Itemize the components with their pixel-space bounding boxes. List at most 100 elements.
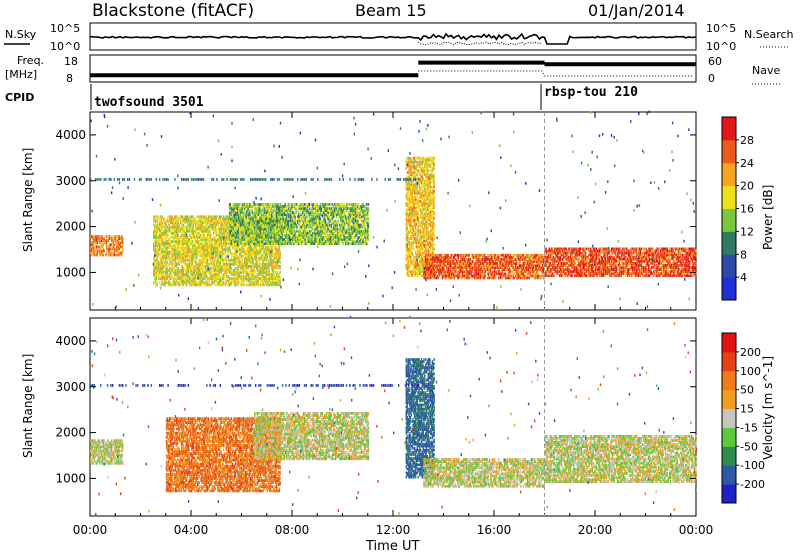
echo-cell — [260, 263, 261, 266]
echo-cell — [296, 226, 297, 229]
echo-cell — [220, 275, 221, 278]
echo-cell — [112, 235, 113, 238]
echo-cell — [120, 241, 121, 244]
nave-tick-low: 0 — [708, 72, 715, 85]
echo-cell — [295, 220, 296, 223]
echo-cell — [178, 269, 179, 272]
echo-cell — [243, 284, 244, 287]
freq-tick-high: 18 — [64, 55, 78, 68]
echo-cell — [206, 218, 207, 221]
echo-cell — [229, 277, 230, 280]
nsky-series-line — [90, 34, 696, 44]
echo-cell — [288, 220, 289, 223]
echo-cell — [223, 259, 224, 262]
echo-cell — [320, 203, 321, 206]
echo-cell — [258, 226, 259, 229]
echo-cell — [173, 259, 174, 262]
echo-cell — [210, 234, 211, 237]
nsky-panel: N.Sky 10^5 10^0 10^5 10^0 N.Search — [4, 22, 794, 53]
echo-cell — [94, 254, 95, 257]
echo-cell — [260, 203, 261, 206]
echo-cell — [326, 224, 327, 227]
freq-panel: Freq. [MHz] 18 8 60 0 Nave — [5, 54, 780, 85]
echo-cell — [196, 281, 197, 284]
freq-tick-low: 8 — [66, 72, 73, 85]
echo-cell — [279, 251, 280, 254]
echo-cell — [162, 248, 163, 251]
echo-cell — [258, 284, 259, 287]
echo-cell — [173, 244, 174, 247]
nsearch-tick-low: 10^0 — [706, 40, 736, 53]
echo-cell — [232, 253, 233, 256]
echo-cell — [279, 261, 280, 264]
echo-cell — [331, 224, 332, 227]
echo-cell — [251, 265, 252, 268]
echo-cell — [306, 228, 307, 231]
echo-cell — [239, 228, 240, 231]
cpid-segment-2: rbsp-tou 210 — [544, 85, 638, 100]
echo-cell — [188, 230, 189, 233]
echo-cell — [227, 263, 228, 266]
date-label: 01/Jan/2014 — [588, 1, 685, 20]
echo-cell — [104, 250, 105, 253]
echo-cell — [295, 234, 296, 237]
echo-cell — [258, 248, 259, 251]
echo-cell — [233, 220, 234, 223]
echo-cell — [187, 259, 188, 262]
echo-cell — [116, 235, 117, 238]
echo-cell — [167, 215, 168, 218]
echo-cell — [189, 215, 190, 218]
echo-cell — [172, 240, 173, 243]
station-title: Blackstone (fitACF) — [92, 1, 254, 21]
echo-cell — [159, 281, 160, 284]
echo-cell — [165, 220, 166, 223]
nave-label: Nave — [752, 64, 780, 77]
echo-cell — [266, 228, 267, 231]
echo-cell — [104, 235, 105, 238]
freq-frame — [90, 55, 696, 82]
echo-cell — [234, 277, 235, 280]
echo-cell — [242, 259, 243, 262]
freq-unit-label: [MHz] — [5, 68, 37, 81]
echo-cell — [178, 234, 179, 237]
power-echo-marks — [90, 111, 697, 310]
echo-cell — [178, 224, 179, 227]
echo-cell — [311, 234, 312, 237]
echo-cell — [187, 215, 188, 218]
echo-cell — [271, 259, 272, 262]
echo-cell — [280, 218, 281, 221]
cpid-label: CPID — [5, 91, 34, 104]
echo-cell — [226, 248, 227, 251]
echo-cell — [213, 257, 214, 260]
echo-cell — [257, 259, 258, 262]
echo-cell — [222, 224, 223, 227]
echo-cell — [203, 244, 204, 247]
echo-cell — [279, 275, 280, 278]
echo-cell — [209, 263, 210, 266]
echo-cell — [97, 250, 98, 253]
echo-cell — [279, 271, 280, 274]
echo-cell — [279, 230, 280, 233]
echo-cell — [193, 240, 194, 243]
echo-cell — [208, 215, 209, 218]
echo-cell — [157, 215, 158, 218]
echo-cell — [302, 240, 303, 243]
echo-cell — [215, 284, 216, 287]
nsky-tick-low: 10^0 — [50, 40, 80, 53]
freq-label: Freq. — [17, 54, 44, 67]
echo-cell — [289, 203, 290, 206]
echo-cell — [153, 242, 154, 245]
echo-cell — [274, 213, 275, 216]
echo-cell — [270, 203, 271, 206]
echo-cell — [169, 236, 170, 239]
echo-cell — [249, 209, 250, 212]
echo-cell — [228, 253, 229, 256]
echo-cell — [216, 234, 217, 237]
echo-cell — [288, 213, 289, 216]
nsearch-label: N.Search — [744, 28, 794, 41]
echo-cell — [170, 226, 171, 229]
freq-series-line — [90, 63, 696, 76]
echo-cell — [255, 203, 256, 206]
